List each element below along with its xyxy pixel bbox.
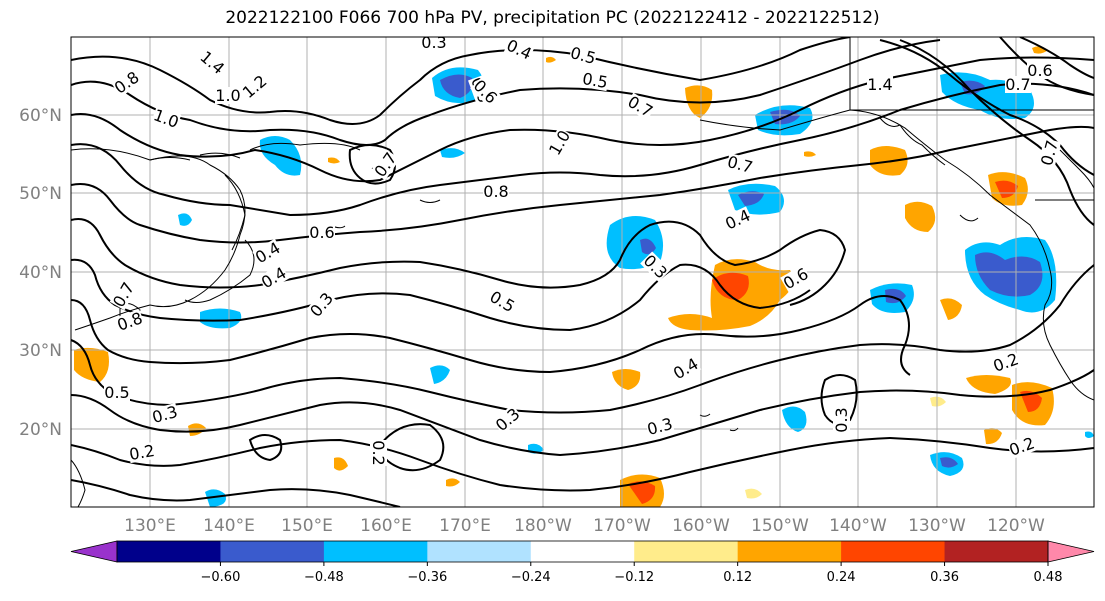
contour-label-background <box>1005 76 1031 93</box>
contour-label-background <box>306 289 337 321</box>
colorbar-label: 0.12 <box>723 570 752 585</box>
contour-label-background <box>545 127 574 159</box>
lat-label: 60°N <box>19 106 62 126</box>
lat-label: 40°N <box>19 263 62 283</box>
colorbar-box <box>117 541 221 562</box>
lon-label: 140°W <box>829 516 887 536</box>
contour-label: 0.5 <box>104 383 129 402</box>
contour-label-background <box>371 149 401 181</box>
contour-label-background <box>111 68 143 98</box>
colorbar-label: −0.60 <box>201 570 241 585</box>
contour-label-background <box>722 206 754 233</box>
colorbar: −0.60 −0.48 −0.36 −0.24 −0.12 0.12 0.24 0.36 0.4… <box>70 540 1095 585</box>
colorbar-box <box>530 541 635 562</box>
colorbar-label: 0.24 <box>827 570 856 585</box>
contour-label-background <box>645 414 675 439</box>
contour-label-background <box>624 92 656 121</box>
contour-label: 0.5 <box>581 69 609 92</box>
grid-lines <box>71 37 1094 507</box>
colorbar-label: −0.48 <box>304 570 344 585</box>
lon-label: 130°E <box>124 516 176 536</box>
contour-label-background <box>1037 138 1062 168</box>
contour-label-background <box>725 152 755 177</box>
contour-label-background <box>239 71 271 102</box>
contour-label: 0.7 <box>1005 75 1030 94</box>
contour-label-background <box>150 402 180 427</box>
contour-label-background <box>670 354 702 383</box>
lon-label: 180°W <box>514 516 572 536</box>
contour-label-background <box>990 350 1021 375</box>
lon-label: 160°W <box>672 516 730 536</box>
contour-label-background <box>215 87 241 104</box>
contour-label-background <box>580 69 610 92</box>
contour-label-background <box>640 251 671 282</box>
latitude-labels: 60°N 50°N 40°N 30°N 20°N <box>19 106 62 440</box>
contour-label-background <box>196 47 228 78</box>
contour-label: 0.6 <box>309 223 334 242</box>
contour-label: 0.3 <box>832 407 851 432</box>
colorbar-label: 0.36 <box>930 570 959 585</box>
lon-label: 120°W <box>987 516 1045 536</box>
colorbar-label: −0.12 <box>614 570 654 585</box>
contour-label-background <box>492 404 524 435</box>
contour-label-background <box>370 440 387 466</box>
contour-label-background <box>258 263 290 292</box>
colorbar-label: −0.36 <box>407 570 447 585</box>
contour-label-background <box>503 37 535 63</box>
colorbar-box <box>944 541 1049 562</box>
contour-label-background <box>1006 434 1037 459</box>
colorbar-extend-low <box>70 540 118 563</box>
contour-label-background <box>109 279 138 311</box>
contour-label-background <box>780 264 812 293</box>
colorbar-outline <box>116 540 1049 563</box>
lat-label: 50°N <box>19 184 62 204</box>
contour-label-background <box>568 43 598 68</box>
contour-label-background <box>486 287 518 316</box>
colorbar-box <box>220 541 325 562</box>
lat-label: 20°N <box>19 420 62 440</box>
contour-label-background <box>867 76 893 93</box>
colorbar-label: −0.24 <box>511 570 551 585</box>
colorbar-box <box>841 541 946 562</box>
contour-label-background <box>252 238 284 267</box>
contour-label-background <box>470 76 501 107</box>
contour-label: 0.6 <box>1027 61 1052 80</box>
colorbar-box <box>634 541 739 562</box>
colorbar-box <box>427 541 532 562</box>
contour-label: 0.2 <box>369 440 388 465</box>
colorbar-box <box>323 541 428 562</box>
lon-label: 160°E <box>360 516 412 536</box>
longitude-labels: 130°E 140°E 150°E 160°E 170°E 180°W 170°… <box>124 516 1045 536</box>
contour-label: 0.3 <box>421 33 446 52</box>
contour-label-background <box>104 384 130 401</box>
contour-label-background <box>1027 62 1053 79</box>
contour-label: 1.4 <box>867 75 892 94</box>
map-frame <box>70 36 1095 508</box>
lon-label: 150°W <box>751 516 809 536</box>
contour-label-background <box>833 407 850 433</box>
lat-label: 30°N <box>19 341 62 361</box>
contour-label: 0.2 <box>128 441 156 464</box>
lon-label: 140°E <box>203 516 255 536</box>
contour-label-background <box>421 37 447 51</box>
lon-label: 170°W <box>593 516 651 536</box>
colorbar-box <box>737 541 842 562</box>
lon-label: 130°W <box>908 516 966 536</box>
contour-label-background <box>151 106 182 131</box>
coastlines <box>71 37 1094 507</box>
contour-label: 0.8 <box>483 182 508 201</box>
colorbar-extend-high <box>1047 540 1095 563</box>
contour-label-background <box>114 309 145 334</box>
lon-label: 170°E <box>439 516 491 536</box>
contour-label-background <box>483 183 509 200</box>
colorbar-label: 0.48 <box>1034 570 1063 585</box>
lon-label: 150°E <box>281 516 333 536</box>
contour-label: 1.0 <box>215 86 240 105</box>
chart-title: 2022122100 F066 700 hPa PV, precipitatio… <box>225 8 880 28</box>
contour-label-background <box>309 224 335 241</box>
contour-label-background <box>127 441 157 464</box>
